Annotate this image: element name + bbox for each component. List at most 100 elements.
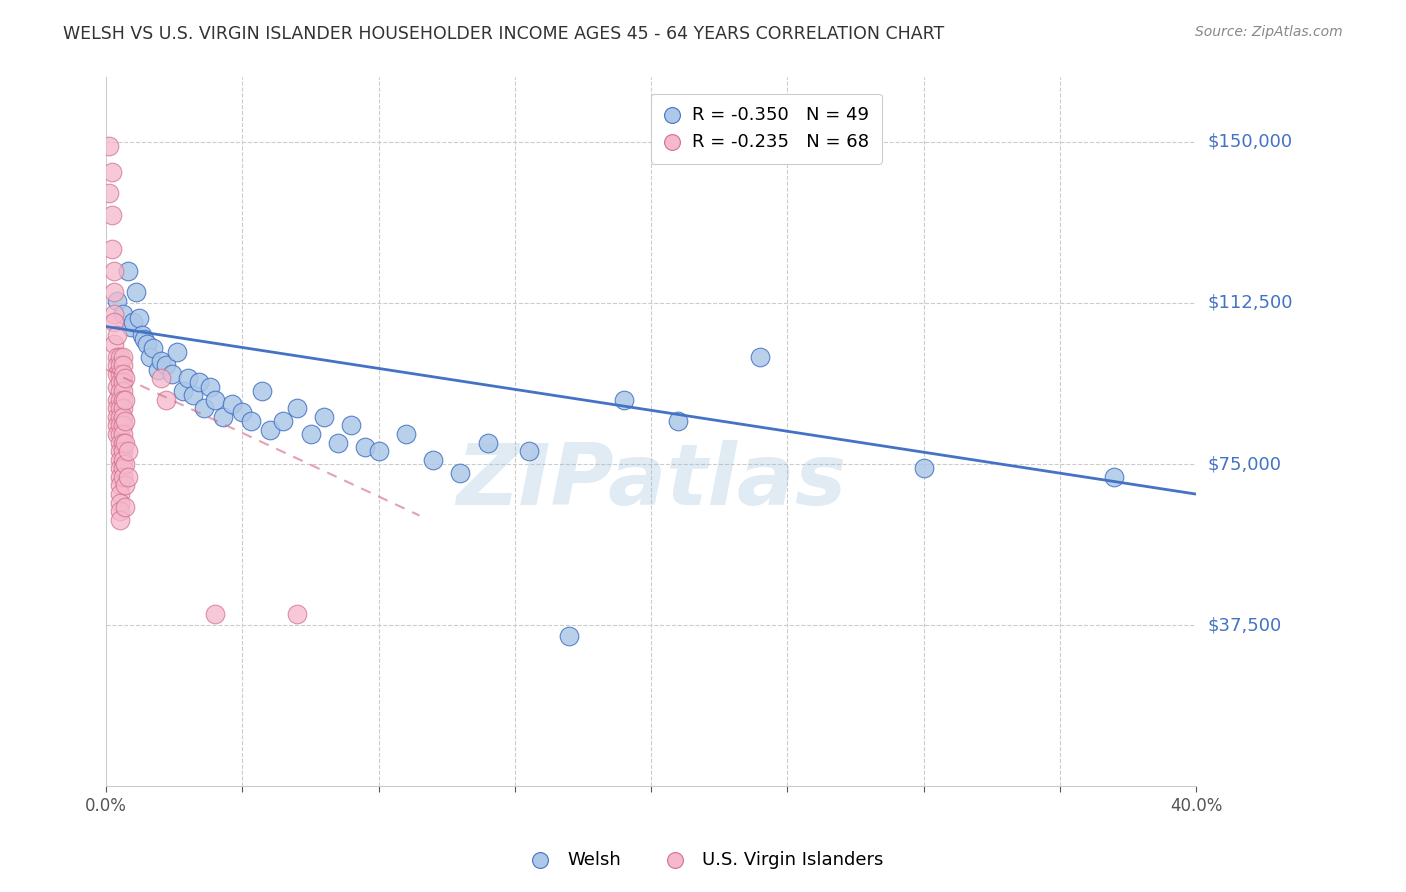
Text: $37,500: $37,500 (1208, 616, 1281, 634)
Point (103, 307, 125, 321)
Point (105, 380, 128, 394)
Point (172, 384, 194, 398)
Point (314, 409, 336, 424)
Point (108, 513, 131, 527)
Point (1102, 470, 1125, 484)
Point (117, 264, 139, 278)
Point (108, 487, 131, 501)
Point (155, 358, 177, 372)
Point (285, 607, 308, 622)
Text: $112,500: $112,500 (1208, 294, 1292, 312)
Point (136, 336, 159, 351)
Point (666, 414, 689, 428)
Point (103, 315, 125, 329)
Point (187, 376, 209, 390)
Point (105, 426, 128, 441)
Point (212, 409, 235, 424)
Point (111, 426, 134, 441)
Point (111, 435, 134, 450)
Point (108, 470, 131, 484)
Point (422, 452, 444, 467)
Point (111, 461, 134, 475)
Point (204, 607, 226, 622)
Point (111, 418, 134, 433)
Point (111, 358, 134, 372)
Point (149, 371, 172, 385)
Point (108, 367, 131, 381)
Legend: R = -0.350   N = 49, R = -0.235   N = 68: R = -0.350 N = 49, R = -0.235 N = 68 (651, 94, 882, 164)
Point (108, 401, 131, 416)
Point (558, 629, 581, 643)
Point (103, 264, 125, 278)
Point (108, 504, 131, 518)
Point (131, 328, 153, 343)
Point (367, 444, 389, 458)
Point (105, 409, 128, 424)
Point (108, 461, 131, 475)
Point (114, 500, 136, 514)
Point (108, 435, 131, 450)
Point (299, 426, 322, 441)
Point (114, 435, 136, 450)
Point (105, 418, 128, 433)
Point (100, 165, 122, 179)
Point (340, 418, 363, 433)
Point (111, 307, 134, 321)
Point (120, 319, 142, 334)
Point (449, 466, 471, 480)
Point (108, 384, 131, 398)
Point (108, 452, 131, 467)
Point (326, 435, 349, 450)
Point (108, 409, 131, 424)
Point (149, 354, 172, 368)
Point (160, 367, 183, 381)
Point (111, 470, 134, 484)
Point (108, 376, 131, 390)
Point (108, 358, 131, 372)
Point (105, 401, 128, 416)
Point (259, 423, 281, 437)
Point (477, 435, 499, 450)
Point (103, 285, 125, 300)
Point (111, 401, 134, 416)
Point (105, 367, 128, 381)
Point (111, 409, 134, 424)
Legend: Welsh, U.S. Virgin Islanders: Welsh, U.S. Virgin Islanders (515, 844, 891, 876)
Text: WELSH VS U.S. VIRGIN ISLANDER HOUSEHOLDER INCOME AGES 45 - 64 YEARS CORRELATION : WELSH VS U.S. VIRGIN ISLANDER HOUSEHOLDE… (63, 25, 945, 43)
Point (250, 384, 273, 398)
Text: Source: ZipAtlas.com: Source: ZipAtlas.com (1195, 25, 1343, 39)
Point (111, 384, 134, 398)
Text: $75,000: $75,000 (1208, 455, 1281, 473)
Point (111, 452, 134, 467)
Point (114, 371, 136, 385)
Point (111, 376, 134, 390)
Point (105, 358, 128, 372)
Point (912, 461, 935, 475)
Point (114, 392, 136, 407)
Point (517, 444, 540, 458)
Point (105, 392, 128, 407)
Point (231, 405, 253, 419)
Point (111, 367, 134, 381)
Point (100, 242, 122, 256)
Point (142, 341, 165, 355)
Point (108, 496, 131, 510)
Point (155, 392, 177, 407)
Point (204, 392, 226, 407)
Point (354, 440, 377, 454)
Point (111, 444, 134, 458)
Point (108, 350, 131, 364)
Point (146, 362, 169, 376)
Text: $150,000: $150,000 (1208, 133, 1292, 151)
Point (111, 392, 134, 407)
Point (114, 457, 136, 471)
Point (177, 371, 200, 385)
Point (105, 328, 128, 343)
Point (198, 380, 221, 394)
Point (117, 470, 139, 484)
Point (613, 392, 636, 407)
Point (108, 444, 131, 458)
Point (100, 208, 122, 222)
Text: ZIPatlas: ZIPatlas (456, 440, 846, 523)
Point (134, 333, 156, 347)
